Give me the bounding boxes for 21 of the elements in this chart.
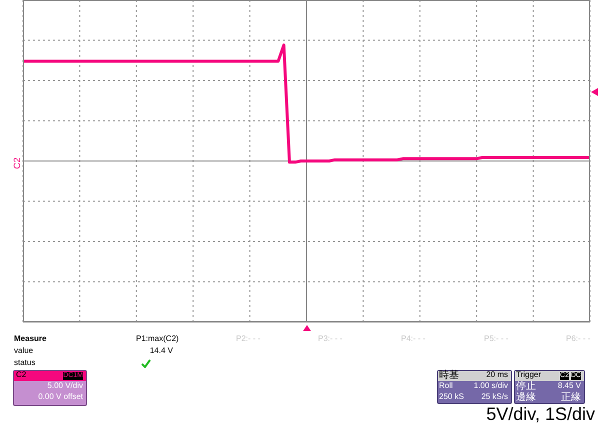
text: 14.4 V bbox=[150, 346, 173, 356]
text: 0.00 V offset bbox=[38, 392, 83, 402]
text: 5.00 V/div bbox=[47, 381, 83, 391]
text: 25 kS/s bbox=[481, 392, 508, 402]
text: P1:max(C2) bbox=[136, 334, 179, 344]
text: Measure bbox=[14, 334, 46, 344]
text: 250 kS bbox=[439, 392, 464, 402]
text: Roll bbox=[439, 381, 453, 391]
text: 正緣 bbox=[561, 392, 581, 403]
text: 8.45 V bbox=[558, 381, 581, 391]
text: value bbox=[14, 346, 34, 356]
text: 20 ms bbox=[486, 370, 508, 380]
text: Trigger bbox=[516, 370, 542, 380]
text: C2 bbox=[12, 157, 23, 169]
text: C2 bbox=[16, 370, 26, 380]
text: 1.00 s/div bbox=[474, 381, 508, 391]
text: 時基 bbox=[439, 370, 459, 381]
text: 停止 bbox=[516, 381, 536, 392]
text: 5V/div, 1S/div bbox=[486, 404, 595, 425]
text: 邊緣 bbox=[516, 392, 536, 403]
text: status bbox=[14, 358, 36, 368]
